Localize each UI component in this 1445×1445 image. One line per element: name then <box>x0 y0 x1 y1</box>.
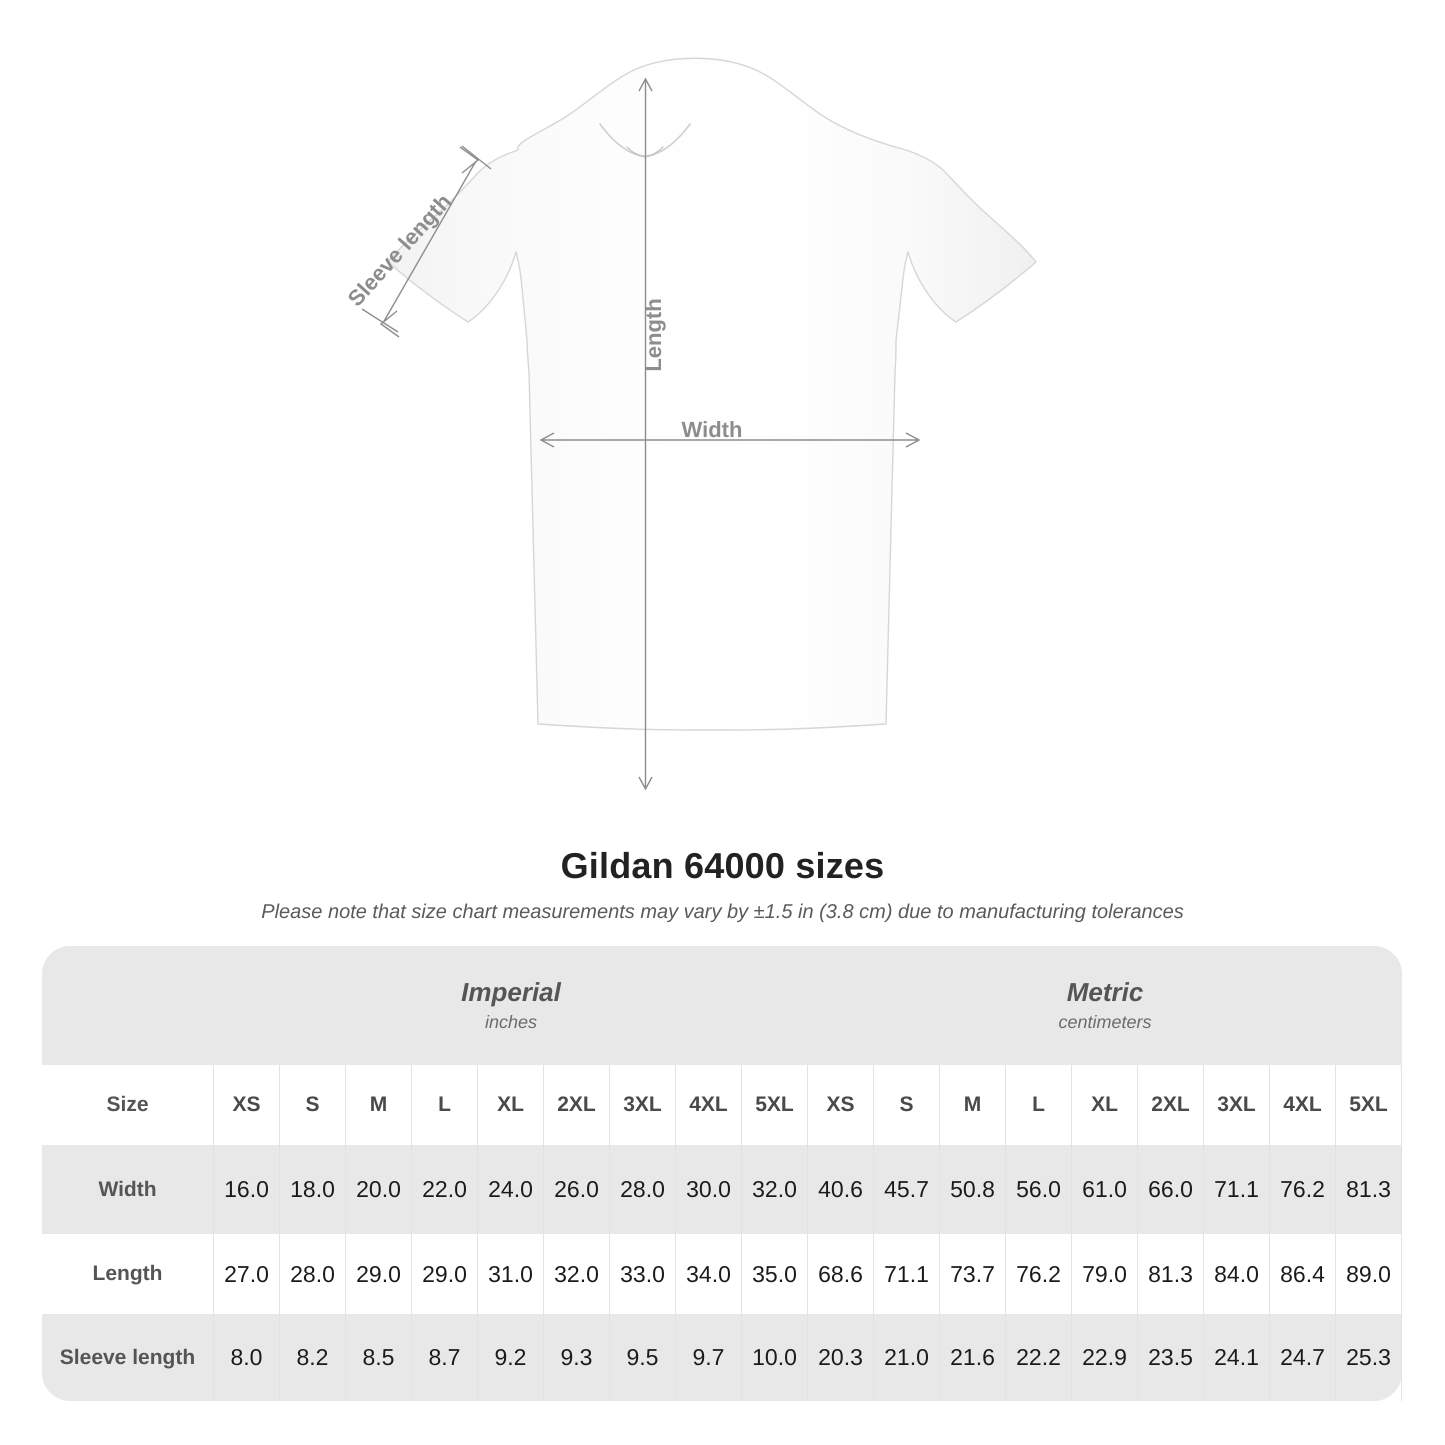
svg-text:Length: Length <box>641 298 666 371</box>
svg-text:Width: Width <box>682 417 743 442</box>
